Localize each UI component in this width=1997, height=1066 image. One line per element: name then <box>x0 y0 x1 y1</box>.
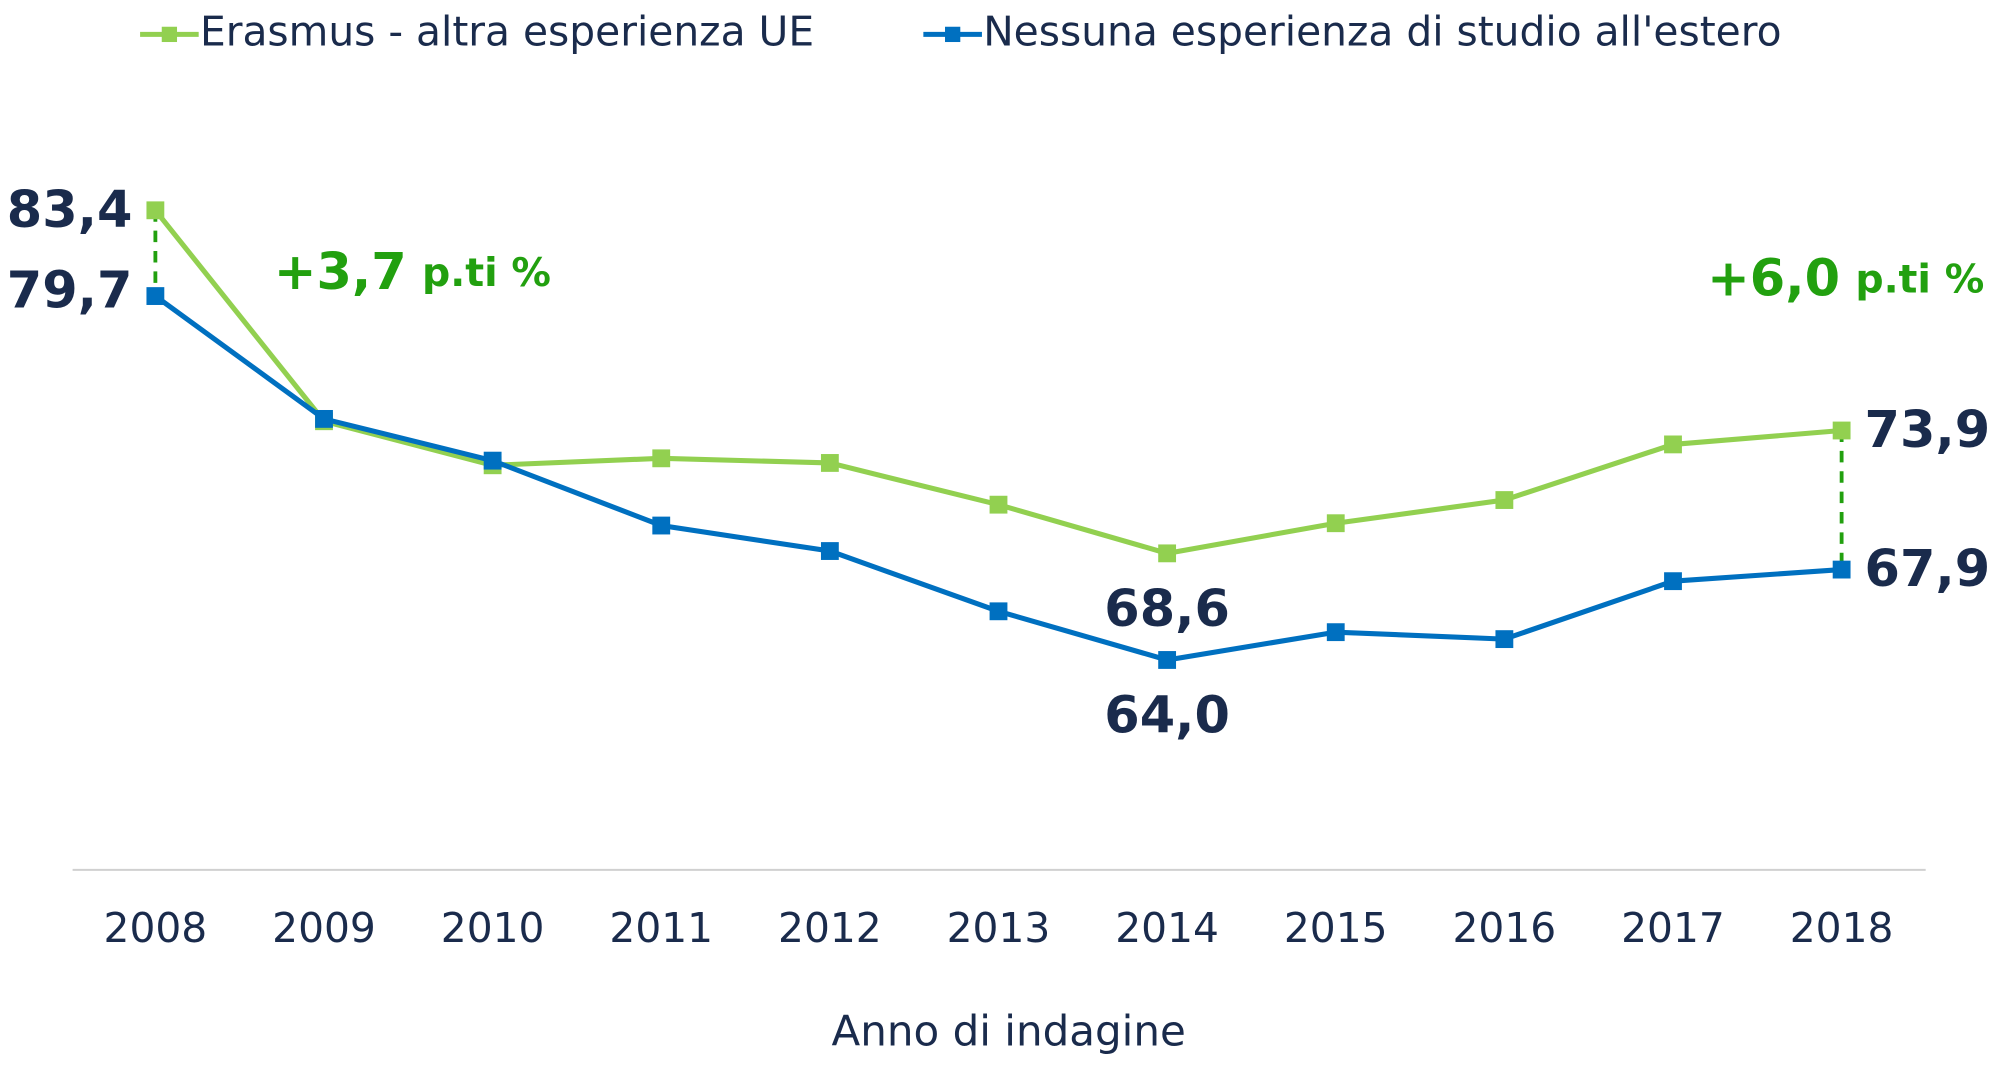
point-marker <box>989 495 1008 514</box>
point-marker <box>483 451 502 470</box>
x-tick-label: 2018 <box>1790 904 1894 952</box>
legend-label: Nessuna esperienza di studio all'estero <box>983 7 1781 55</box>
legend-label: Erasmus - altra esperienza UE <box>200 7 814 55</box>
point-marker <box>315 409 333 428</box>
point-marker <box>652 516 671 535</box>
point-marker <box>820 542 839 560</box>
point-marker <box>1326 514 1345 533</box>
x-tick-label: 2011 <box>609 904 713 952</box>
x-tick-label: 2016 <box>1453 904 1557 952</box>
data-label: 83,4 <box>7 181 133 240</box>
point-marker <box>1832 560 1851 579</box>
annotation-value: +3,7 <box>274 243 407 302</box>
data-label: 79,7 <box>7 262 133 321</box>
point-marker <box>1158 544 1177 563</box>
x-tick-label: 2008 <box>104 904 208 952</box>
x-tick-label: 2010 <box>441 904 545 952</box>
annotation-unit: p.ti % <box>1855 256 1984 302</box>
x-tick-label: 2014 <box>1115 904 1219 952</box>
x-tick-label: 2017 <box>1621 904 1725 952</box>
annotation-unit: p.ti % <box>422 250 551 296</box>
point-marker <box>146 201 165 220</box>
data-label: 68,6 <box>1104 580 1230 639</box>
point-marker <box>146 287 165 305</box>
x-tick-label: 2012 <box>778 904 882 952</box>
point-marker <box>1495 630 1514 649</box>
point-marker <box>989 602 1008 621</box>
annotation: +6,0 p.ti % <box>1707 249 1984 308</box>
point-marker <box>820 454 839 472</box>
point-marker <box>1326 623 1345 642</box>
x-axis-title: Anno di indagine <box>832 1007 1186 1056</box>
point-marker <box>1158 651 1177 669</box>
annotation-value: +6,0 <box>1707 249 1840 308</box>
x-tick-label: 2009 <box>272 904 376 952</box>
point-marker <box>1832 421 1851 440</box>
x-tick-label: 2015 <box>1284 904 1388 952</box>
point-marker <box>1664 435 1682 454</box>
point-marker <box>1495 491 1514 509</box>
x-tick-label: 2013 <box>947 904 1051 952</box>
legend-marker <box>161 26 178 43</box>
data-label: 64,0 <box>1104 687 1230 746</box>
legend-marker <box>945 26 961 43</box>
annotation: +3,7 p.ti % <box>274 243 551 302</box>
data-label: 67,9 <box>1865 540 1991 599</box>
point-marker <box>1664 572 1682 591</box>
point-marker <box>652 449 671 468</box>
data-label: 73,9 <box>1865 401 1991 460</box>
